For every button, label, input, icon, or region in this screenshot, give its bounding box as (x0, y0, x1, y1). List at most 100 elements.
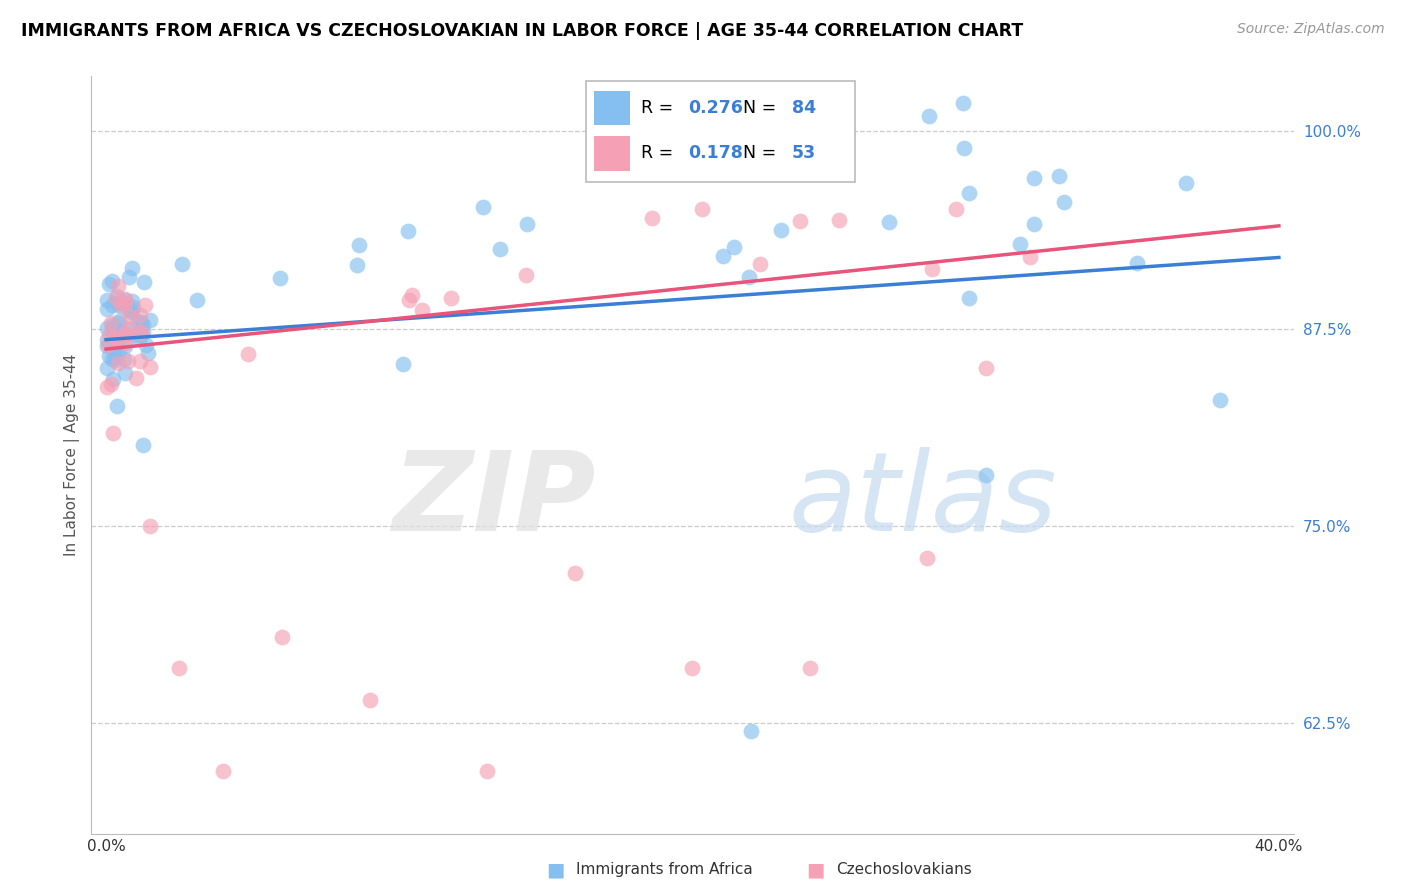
Point (789, 214, 811, 228)
Point (799, 661, 821, 675)
Point (918, 109, 941, 123)
Point (681, 661, 703, 675)
Point (105, 337, 128, 351)
Point (96, 333, 118, 347)
Point (723, 240, 745, 254)
Point (915, 550, 938, 565)
FancyBboxPatch shape (595, 136, 630, 170)
Point (170, 258, 193, 272)
Point (101, 351, 124, 366)
Point (105, 333, 128, 347)
Point (132, 438, 155, 452)
Point (101, 274, 124, 288)
Point (690, 202, 713, 216)
Point (346, 258, 368, 272)
Point (489, 242, 512, 256)
Point (952, 95, 974, 110)
Point (129, 309, 152, 323)
Point (359, 692, 381, 706)
Point (129, 326, 152, 340)
Text: N =: N = (742, 145, 782, 162)
Point (471, 200, 494, 214)
Text: IMMIGRANTS FROM AFRICA VS CZECHOSLOVAKIAN IN LABOR FORCE | AGE 35-44 CORRELATION: IMMIGRANTS FROM AFRICA VS CZECHOSLOVAKIA… (21, 22, 1024, 40)
Point (132, 318, 155, 333)
Point (107, 317, 129, 331)
Point (104, 320, 127, 334)
Point (1024, 171, 1046, 186)
Point (121, 305, 143, 319)
Point (118, 269, 141, 284)
Point (112, 351, 135, 366)
Point (238, 347, 260, 361)
Point (103, 332, 125, 346)
Point (103, 330, 125, 344)
Point (945, 202, 967, 216)
Point (1175, 176, 1198, 190)
Point (96, 338, 118, 352)
Point (107, 399, 129, 413)
Point (114, 366, 136, 380)
Point (112, 326, 135, 340)
Text: N =: N = (742, 99, 782, 117)
Point (121, 294, 143, 309)
Point (129, 328, 152, 343)
Point (114, 338, 136, 352)
Point (120, 303, 142, 318)
Point (117, 320, 139, 334)
Point (114, 293, 136, 307)
Point (105, 296, 128, 310)
Text: 84: 84 (792, 99, 815, 117)
Point (121, 300, 143, 314)
Point (1008, 237, 1031, 252)
Point (269, 271, 291, 285)
Point (828, 213, 851, 227)
Point (125, 371, 148, 385)
Point (101, 425, 124, 440)
Text: R =: R = (641, 99, 679, 117)
Point (1053, 194, 1076, 209)
Point (107, 346, 129, 360)
Point (97, 338, 120, 352)
Text: atlas: atlas (789, 447, 1057, 554)
Point (139, 519, 162, 533)
Point (107, 356, 129, 370)
Point (114, 295, 136, 310)
Point (129, 354, 152, 368)
Point (396, 224, 419, 238)
Point (135, 338, 157, 352)
Point (1047, 169, 1070, 183)
Point (411, 303, 433, 318)
Point (974, 361, 997, 376)
Point (105, 291, 128, 305)
Point (117, 354, 139, 368)
Text: 0.178: 0.178 (688, 145, 742, 162)
Point (134, 298, 156, 312)
Point (97, 327, 120, 342)
Point (108, 329, 131, 343)
Text: R =: R = (641, 145, 679, 162)
Point (104, 352, 127, 367)
Text: ZIP: ZIP (392, 447, 596, 554)
Point (401, 288, 423, 302)
Point (117, 323, 139, 337)
Point (117, 309, 139, 323)
Point (100, 376, 122, 391)
Point (139, 313, 162, 327)
Y-axis label: In Labor Force | Age 35-44: In Labor Force | Age 35-44 (65, 354, 80, 556)
Point (105, 331, 128, 345)
Point (118, 304, 141, 318)
Point (477, 764, 499, 778)
Point (96, 301, 118, 316)
Point (96, 293, 118, 308)
Point (770, 223, 793, 237)
Point (131, 325, 153, 339)
Point (129, 315, 152, 329)
Point (101, 318, 124, 332)
Point (392, 357, 415, 371)
Text: 53: 53 (792, 145, 815, 162)
Text: ■: ■ (546, 860, 565, 880)
Point (737, 269, 759, 284)
Point (96, 320, 118, 334)
Point (186, 293, 208, 308)
Point (212, 764, 235, 778)
